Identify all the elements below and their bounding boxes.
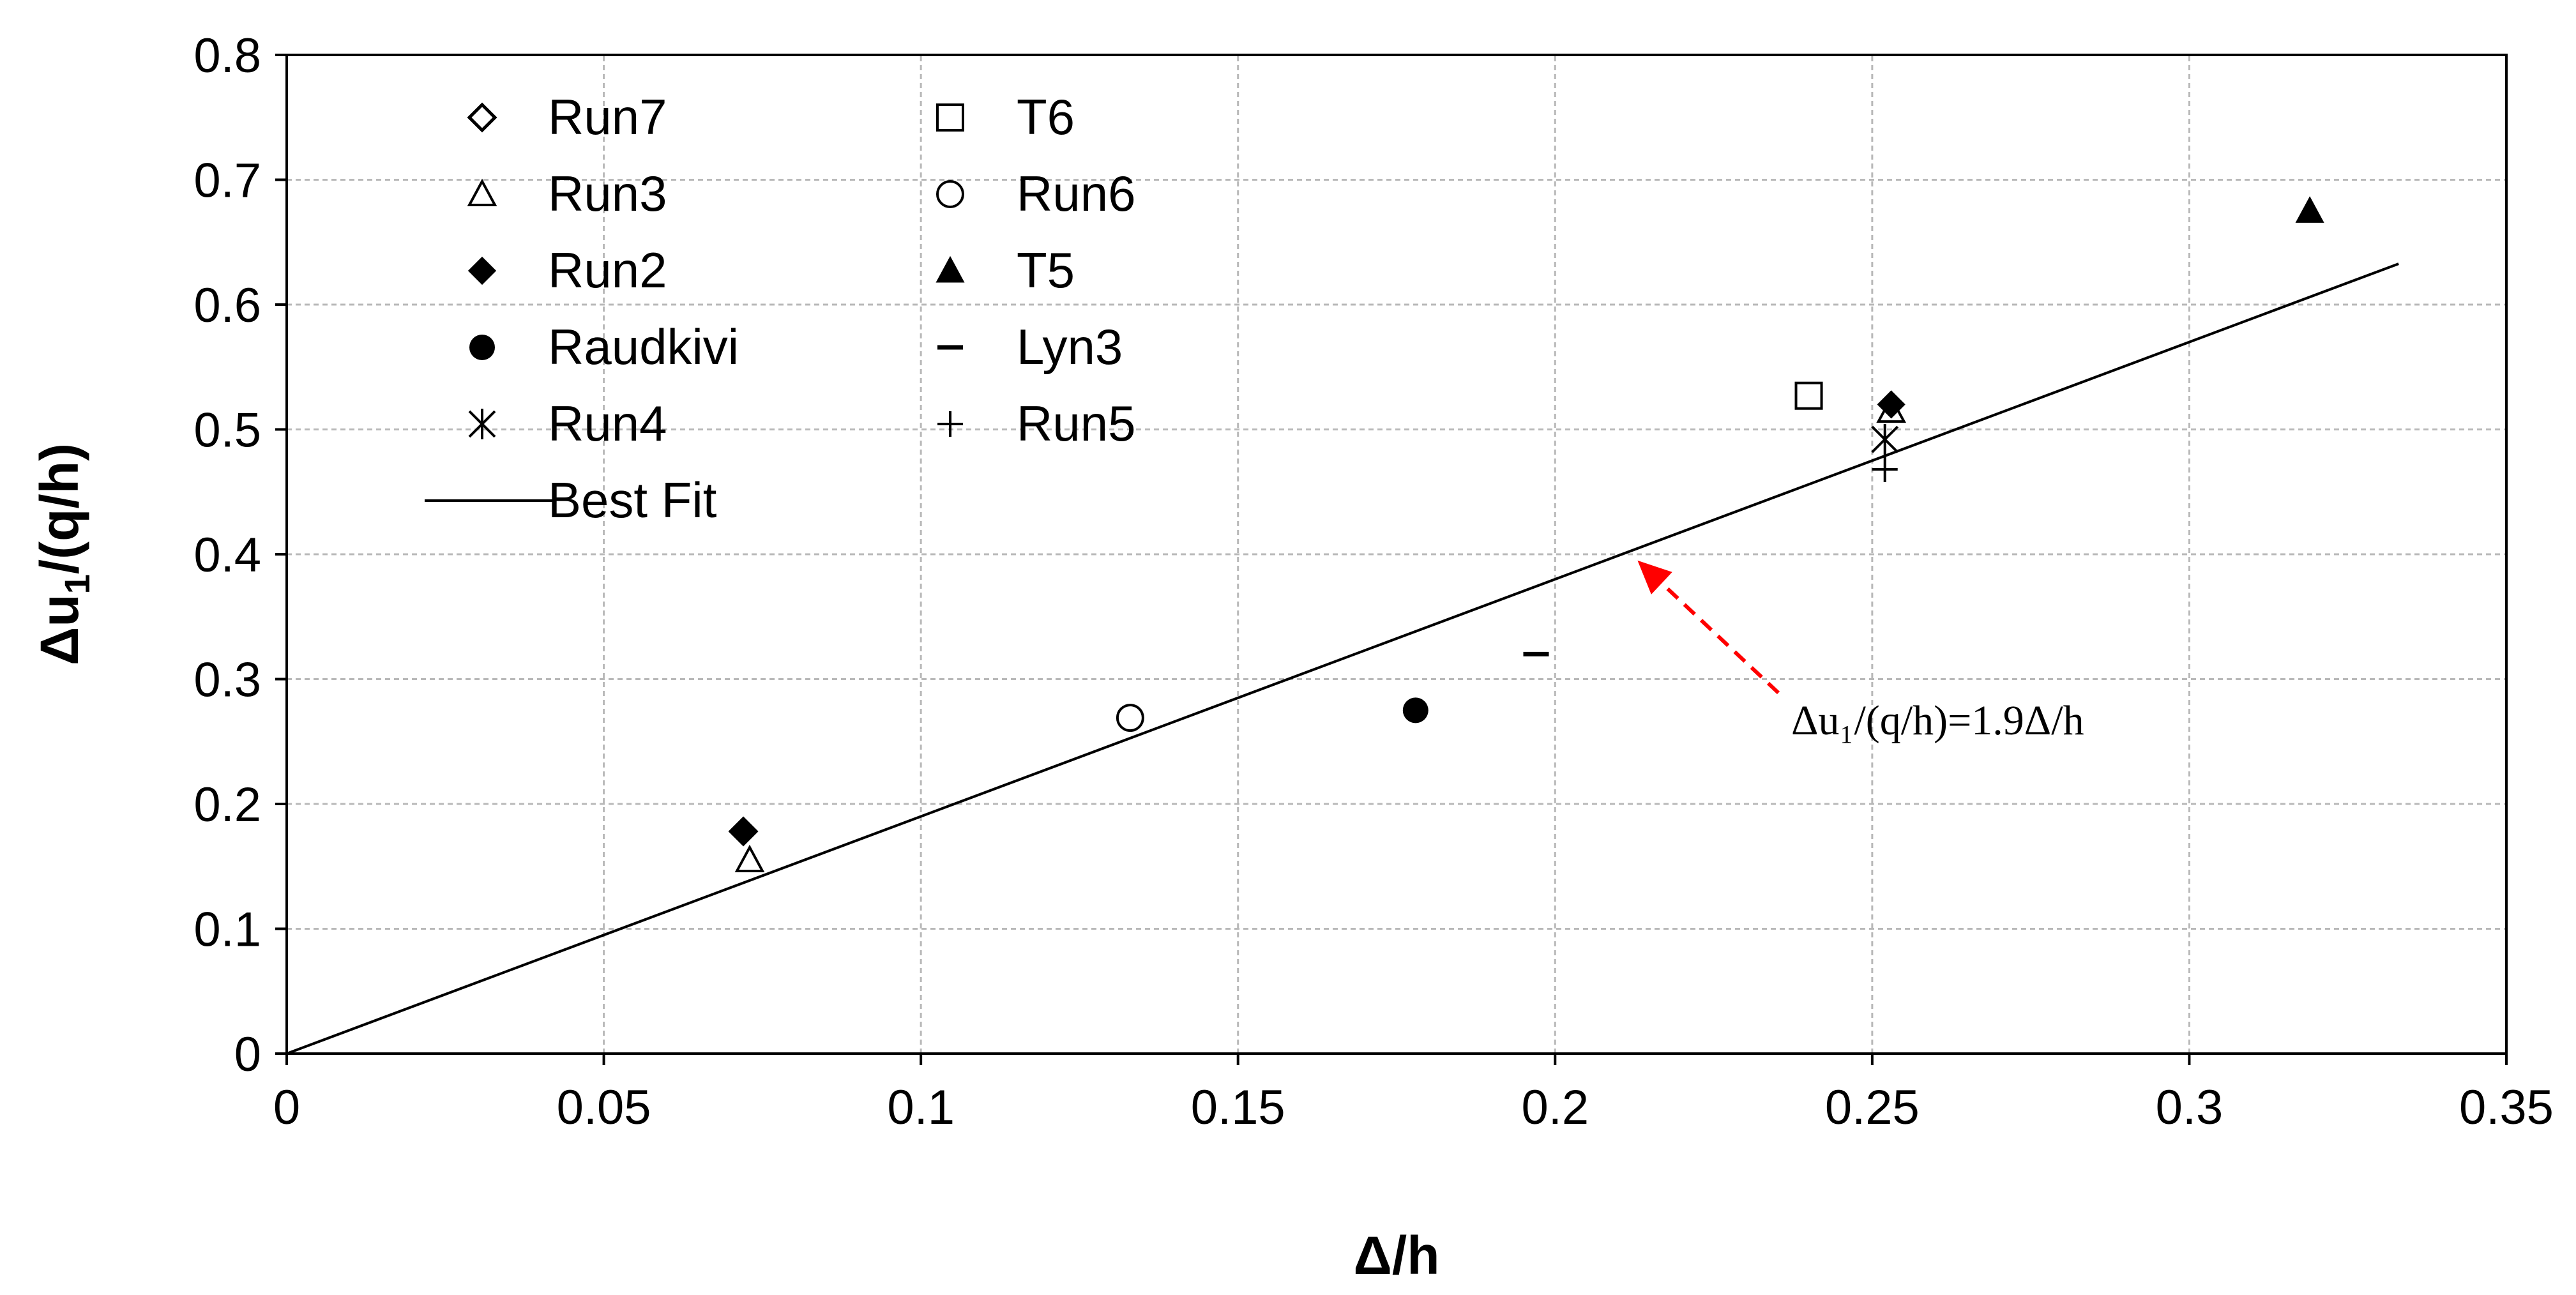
legend-marker-t5 — [936, 255, 965, 283]
data-point-run3 — [734, 844, 765, 872]
legend-marker-raudkivi — [469, 335, 495, 360]
x-tick-label: 0.15 — [1191, 1080, 1285, 1135]
legend-label: Run6 — [1017, 165, 1135, 222]
legend-marker-run4 — [468, 409, 496, 439]
axis-ticks: 0 0.05 0.1 0.15 0.2 0.25 0.3 0.35 0 0.1 0.2 0.3 0.4 0… — [193, 29, 2554, 1135]
annotation: Δu₁/(q/h)=1.9Δ/h — [1637, 560, 2084, 744]
y-tick-label: 0.7 — [193, 154, 261, 208]
y-tick-label: 0.1 — [193, 903, 261, 957]
y-axis-title-rest: /(q/h) — [29, 443, 89, 574]
legend-label: Run5 — [1017, 395, 1135, 451]
annotation-arrow-shaft — [1660, 582, 1780, 695]
legend-label: Run3 — [548, 165, 667, 222]
legend-label: Best Fit — [548, 472, 717, 528]
y-tick-label: 0.5 — [193, 404, 261, 458]
x-tick-label: 0.05 — [557, 1080, 651, 1135]
x-tick-label: 0 — [273, 1080, 300, 1135]
legend-label: Run7 — [548, 89, 667, 145]
y-axis-title: Δu1/(q/h) — [29, 443, 97, 665]
legend-marker-run5 — [937, 411, 963, 437]
x-tick-label: 0.2 — [1521, 1080, 1589, 1135]
legend-label: T6 — [1017, 89, 1075, 145]
x-tick-label: 0.25 — [1825, 1080, 1920, 1135]
y-axis-title-subscript: 1 — [57, 574, 97, 594]
y-tick-label: 0.6 — [193, 278, 261, 333]
annotation-equation: Δu₁/(q/h)=1.9Δ/h — [1791, 697, 2084, 744]
legend: Run7 Run3 Run2 Raudkivi Run4 Best Fit T6 Run6 T5… — [425, 89, 1135, 528]
legend-label: Raudkivi — [548, 319, 739, 375]
x-axis-title: Δ/h — [1353, 1225, 1439, 1285]
data-point-run2 — [729, 817, 758, 846]
best-fit-layer — [286, 262, 2399, 1055]
data-point-run6 — [1116, 704, 1144, 732]
legend-marker-t6 — [936, 103, 964, 132]
legend-label: T5 — [1017, 242, 1075, 298]
y-tick-label: 0.2 — [193, 778, 261, 832]
legend-marker-run2 — [467, 256, 497, 285]
legend-label: Lyn3 — [1017, 319, 1123, 375]
data-points — [728, 196, 2324, 872]
legend-label: Run4 — [548, 395, 667, 451]
data-point-run5 — [1872, 457, 1898, 483]
y-tick-label: 0.3 — [193, 653, 261, 708]
y-tick-label: 0.8 — [193, 29, 261, 83]
legend-label: Run2 — [548, 242, 667, 298]
data-point-run2 — [1877, 390, 1905, 419]
annotation-arrow-head — [1637, 560, 1672, 594]
y-axis-title-main: Δu — [29, 594, 89, 665]
y-tick-label: 0.4 — [193, 528, 261, 582]
best-fit-line — [286, 262, 2399, 1055]
grid — [287, 55, 2506, 1054]
x-tick-label: 0.1 — [887, 1080, 955, 1135]
x-tick-label: 0.3 — [2156, 1080, 2224, 1135]
data-point-t5 — [2295, 196, 2324, 223]
data-point-raudkivi — [1402, 697, 1428, 723]
x-tick-label: 0.35 — [2459, 1080, 2554, 1135]
y-tick-label: 0 — [234, 1027, 261, 1082]
legend-marker-run6 — [936, 180, 964, 208]
legend-marker-run3 — [467, 178, 497, 206]
data-point-t6 — [1794, 381, 1823, 410]
legend-marker-run7 — [467, 102, 497, 133]
data-point-run4 — [1871, 424, 1899, 455]
